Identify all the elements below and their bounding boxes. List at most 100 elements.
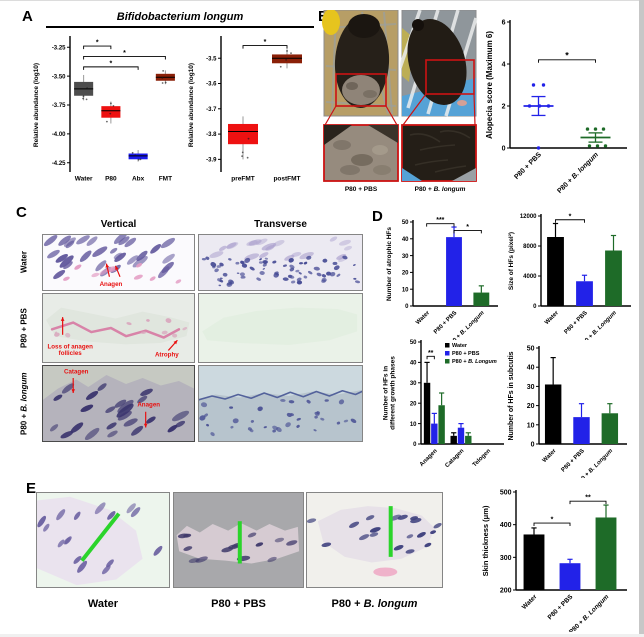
svg-text:20: 20 xyxy=(402,271,409,277)
svg-text:0: 0 xyxy=(502,146,506,153)
svg-text:***: *** xyxy=(436,217,444,224)
chart-atrophic-hfs: 0 10 20 30 40 50 Number of atrophic HFs Water P8… xyxy=(383,212,503,340)
e-label-water: Water xyxy=(87,598,119,610)
svg-text:12000: 12000 xyxy=(520,214,537,220)
mouse-photo-p80-blongum xyxy=(400,10,478,183)
svg-text:Water: Water xyxy=(544,310,560,326)
svg-text:500: 500 xyxy=(500,490,512,497)
photo-label-text: P80 + PBS xyxy=(344,186,378,193)
svg-text:-3.25: -3.25 xyxy=(52,45,66,51)
histology-e_pbs-svg xyxy=(174,493,303,587)
panel-a-title-text: Bifidobacterium longum xyxy=(116,11,244,23)
svg-text:40: 40 xyxy=(402,237,409,243)
svg-text:4: 4 xyxy=(502,62,506,69)
chart-size-of-hfs: 0 4000 8000 12000 Size of HFs (pixel²) Water P… xyxy=(505,208,640,340)
svg-text:*: * xyxy=(123,50,126,57)
panel-d-label: D xyxy=(372,208,383,225)
size-hfs-svg: 0 4000 8000 12000 Size of HFs (pixel²) Water P… xyxy=(508,213,631,340)
svg-text:*: * xyxy=(551,517,554,524)
abundance-groups-svg: -3.25 -3.50 -3.75 -4.00 -4.25 Relative abunda… xyxy=(33,36,175,183)
chart-relative-abundance-groups: -3.25 -3.50 -3.75 -4.00 -4.25 Relative abunda… xyxy=(30,32,185,192)
histology-p80-pbs-vertical: Loss of anagen follicles Atrophy xyxy=(42,293,195,363)
svg-text:-3.8: -3.8 xyxy=(206,132,217,138)
histology-e_water-svg xyxy=(37,493,169,587)
histology-p80-blongum-transverse xyxy=(198,365,363,442)
panel-a-title: Bifidobacterium longum xyxy=(46,11,314,28)
svg-text:*: * xyxy=(264,39,267,46)
svg-text:0: 0 xyxy=(533,304,537,310)
svg-text:10: 10 xyxy=(410,422,417,428)
top-edge-line xyxy=(0,0,644,1)
svg-text:50: 50 xyxy=(410,340,417,346)
mouse-photo-p80-pbs-svg xyxy=(322,10,399,182)
mouse-photo-p80-pbs xyxy=(322,10,400,183)
atrophic-hfs-svg: 0 10 20 30 40 50 Number of atrophic HFs Water P8… xyxy=(386,217,498,340)
svg-text:P80 + PBS: P80 + PBS xyxy=(513,151,543,181)
svg-text:Anagen: Anagen xyxy=(100,281,123,288)
histology-water-vertical: Anagen xyxy=(42,234,195,291)
abundance-fmt-svg: -3.5 -3.6 -3.7 -3.8 -3.9 Relative abundance (… xyxy=(188,36,302,183)
alopecia-score-svg: 0 2 4 6 Alopecia score (Maximum 6) P80 + PBS P… xyxy=(485,20,627,195)
histology-e-water xyxy=(36,492,170,588)
svg-text:P80: P80 xyxy=(105,176,117,183)
svg-text:-4.25: -4.25 xyxy=(52,161,66,167)
chart-relative-abundance-fmt: -3.5 -3.6 -3.7 -3.8 -3.9 Relative abundance (… xyxy=(185,32,317,192)
svg-text:Water: Water xyxy=(542,448,558,464)
chart-skin-thickness: 200 300 400 500 Skin thickness (μm) Water P80 … xyxy=(480,478,642,632)
svg-text:*: * xyxy=(569,213,572,220)
svg-text:Alopecia score (Maximum 6): Alopecia score (Maximum 6) xyxy=(485,31,494,139)
svg-text:Anagen: Anagen xyxy=(419,448,439,468)
svg-text:P80 + PBS: P80 + PBS xyxy=(561,448,586,473)
svg-text:Anagen: Anagen xyxy=(137,402,160,409)
svg-text:Catagen: Catagen xyxy=(444,448,465,469)
svg-text:8000: 8000 xyxy=(523,244,537,250)
column-header-transverse: Transverse xyxy=(254,219,307,230)
svg-text:postFMT: postFMT xyxy=(273,176,300,183)
panel-c-label: C xyxy=(16,204,27,221)
histology-p80-pbs-transverse xyxy=(198,293,363,363)
svg-text:4000: 4000 xyxy=(523,274,537,280)
svg-text:Number of HFs in subcutis: Number of HFs in subcutis xyxy=(508,351,515,440)
histology-e_blong-svg xyxy=(307,493,442,587)
svg-text:*: * xyxy=(565,50,569,60)
e-label-p80-blongum: P80 + B. longum xyxy=(331,598,418,610)
svg-text:Number of atrophic HFs: Number of atrophic HFs xyxy=(386,227,393,301)
svg-text:-3.50: -3.50 xyxy=(52,74,66,80)
svg-text:Water: Water xyxy=(452,343,468,349)
svg-text:30: 30 xyxy=(527,384,535,391)
svg-text:Relative abundance (log10): Relative abundance (log10) xyxy=(188,63,195,147)
svg-text:*: * xyxy=(96,40,99,47)
svg-text:P80 + PBS: P80 + PBS xyxy=(547,593,575,621)
svg-text:Number of HFs indifferent grow: Number of HFs indifferent growth phases xyxy=(383,356,397,430)
histology-e-p80-blongum xyxy=(306,492,443,588)
histology-water_vert-svg: Anagen xyxy=(43,235,194,290)
svg-text:Telogen: Telogen xyxy=(472,448,492,468)
column-header-vertical: Vertical xyxy=(100,219,137,230)
svg-text:30: 30 xyxy=(410,381,417,387)
svg-text:Water: Water xyxy=(521,593,539,611)
svg-text:Abx: Abx xyxy=(132,176,145,183)
histology-blong_trans-svg xyxy=(199,366,362,441)
svg-text:Water: Water xyxy=(75,176,93,183)
mouse-photo-p80-blongum-svg xyxy=(400,10,478,182)
svg-text:FMT: FMT xyxy=(159,176,172,183)
histology-pbs_vert-svg: Loss of anagen follicles Atrophy xyxy=(43,294,194,362)
svg-text:P80 + B. Longum: P80 + B. Longum xyxy=(452,359,497,365)
svg-text:Atrophy: Atrophy xyxy=(155,352,179,359)
photo-label-italic: B. longum xyxy=(433,186,466,193)
svg-text:-4.00: -4.00 xyxy=(52,132,66,138)
page-edge-strip xyxy=(639,0,644,637)
histology-e-p80-pbs xyxy=(173,492,304,588)
svg-text:P80 + PBS: P80 + PBS xyxy=(452,351,480,357)
svg-text:300: 300 xyxy=(500,555,512,562)
svg-text:Size of HFs (pixel²): Size of HFs (pixel²) xyxy=(508,232,515,290)
svg-text:-3.6: -3.6 xyxy=(206,82,217,88)
row-label-p80-pbs: P80 + PBS xyxy=(19,308,29,348)
svg-text:-3.7: -3.7 xyxy=(206,107,217,113)
svg-text:Skin thickness (μm): Skin thickness (μm) xyxy=(481,505,490,576)
svg-text:50: 50 xyxy=(527,346,535,353)
histology-water_trans-svg xyxy=(199,235,362,290)
row-label-p80-blongum: P80 + B. longum xyxy=(19,372,29,435)
svg-text:P80 + B. Longum: P80 + B. Longum xyxy=(568,593,611,632)
